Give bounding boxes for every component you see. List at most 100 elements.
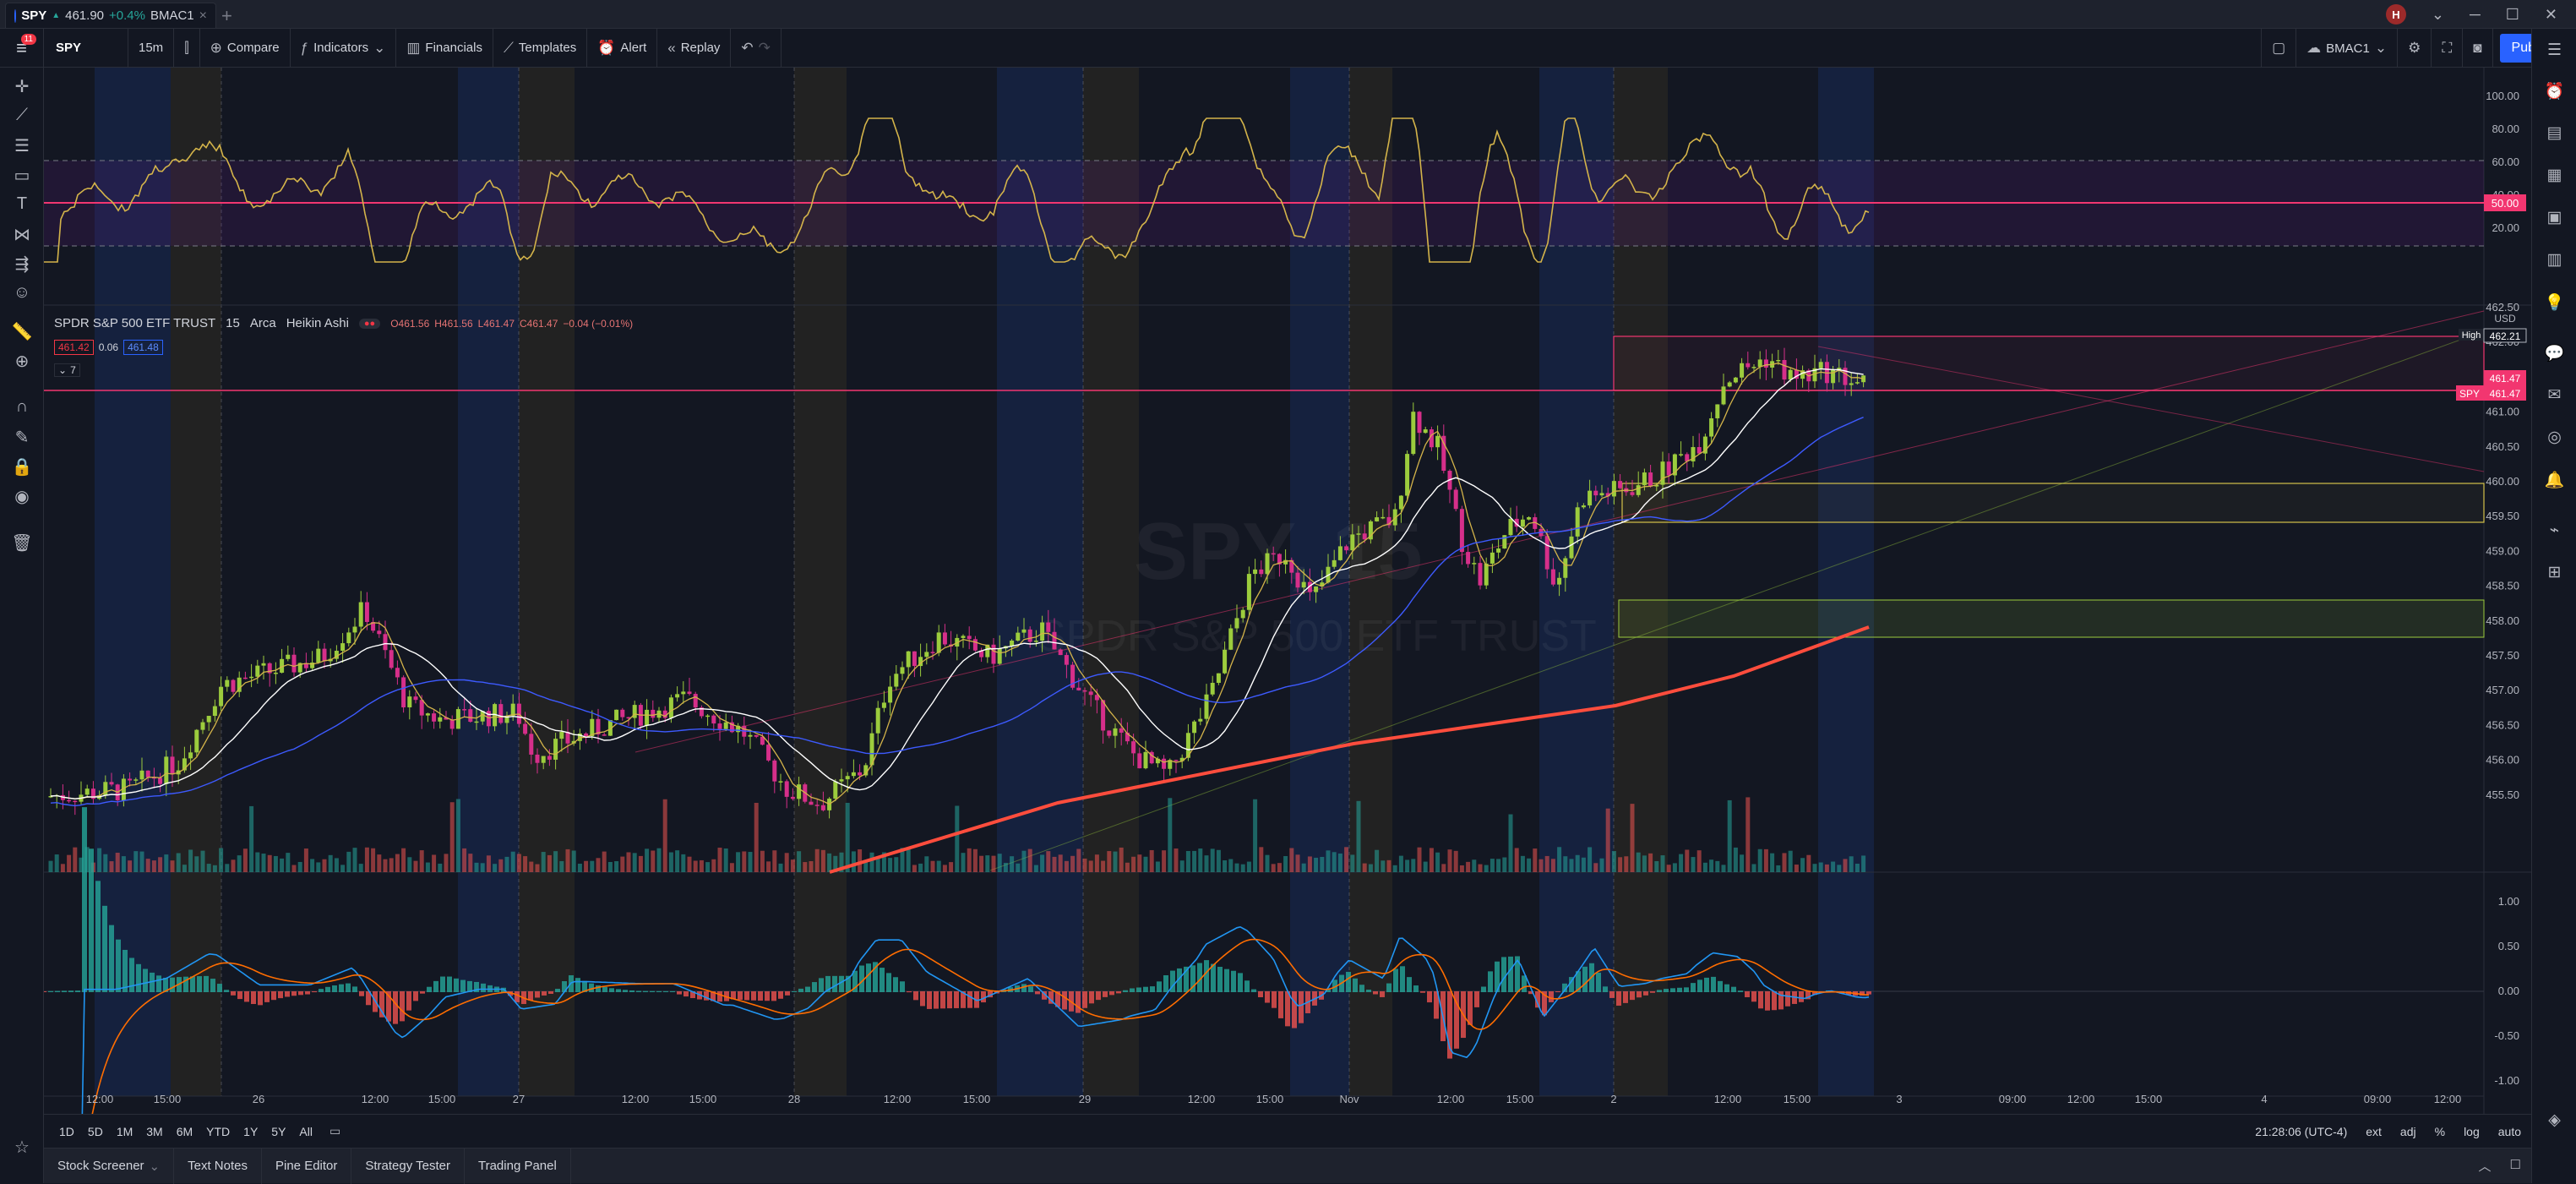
candle-body [200,722,205,730]
news-icon[interactable]: ▥ [2546,251,2562,269]
volume-bar [1295,854,1300,872]
tab-pine-editor[interactable]: Pine Editor [262,1148,352,1184]
text-icon[interactable]: T [16,194,28,213]
prediction-icon[interactable]: ⇶ [14,255,30,274]
macd-histogram-bar [690,991,695,999]
volume-bar [535,864,540,872]
percent-toggle[interactable]: % [2434,1124,2446,1138]
ext-toggle[interactable]: ext [2366,1124,2382,1138]
symbol-title[interactable]: SPDR S&P 500 ETF TRUST [54,316,216,330]
date-range-icon[interactable]: ▭ [329,1124,341,1138]
minimize-icon[interactable]: ─ [2470,5,2481,23]
auto-toggle[interactable]: auto [2497,1124,2521,1138]
maximize-panel-icon[interactable]: ☐ [2509,1158,2521,1172]
order-panel-icon[interactable]: ⌁ [2549,521,2560,539]
chevron-down-icon[interactable]: ⌄ [2431,5,2444,23]
range-6m[interactable]: 6M [176,1124,193,1138]
layout-select-button[interactable]: ▢ [2261,29,2297,68]
undo-redo[interactable]: ↶ ↷ [731,28,782,68]
indicators-toggle[interactable]: ⌄ 7 [54,363,80,377]
new-tab-button[interactable]: + [221,5,232,26]
lock-icon[interactable]: 🔒 [11,458,33,477]
rectangle-icon[interactable]: ▭ [14,166,30,185]
tab-trading-panel[interactable]: Trading Panel [465,1148,571,1184]
candle-body [845,776,850,780]
menu-button[interactable]: ≡ 11 [0,28,44,68]
emoji-icon[interactable]: ☺ [13,283,31,302]
trash-icon[interactable]: 🗑 [11,534,33,553]
close-window-icon[interactable]: ✕ [2544,5,2557,23]
adj-toggle[interactable]: adj [2399,1124,2416,1138]
sell-price[interactable]: 461.42 [54,340,94,355]
close-tab-icon[interactable]: × [199,8,207,23]
zoom-in-icon[interactable]: ⊕ [14,352,30,371]
magnet-icon[interactable]: ∩ [15,397,29,416]
compare-button[interactable]: ⊕ Compare [200,28,291,68]
browser-tab[interactable]: SPY ▲ 461.90 +0.4% BMAC1 × [5,3,216,28]
data-window-icon[interactable]: ▤ [2546,124,2562,142]
pattern-icon[interactable]: ⋈ [14,226,30,244]
ideas-icon[interactable]: 💡 [2544,294,2565,312]
macd-histogram-bar [1231,970,1236,992]
messages-icon[interactable]: ✉ [2547,386,2562,404]
maximize-icon[interactable]: ☐ [2505,5,2519,23]
notifications-icon[interactable]: 🔔 [2544,472,2565,489]
clock[interactable]: 21:28:06 (UTC-4) [2255,1124,2348,1138]
tab-text-notes[interactable]: Text Notes [174,1148,262,1184]
indicators-button[interactable]: ƒ Indicators ⌄ [291,28,397,68]
layout-name-button[interactable]: ☁ BMAC1 ⌄ [2296,29,2399,68]
range-5d[interactable]: 5D [87,1124,103,1138]
macd-histogram-bar [278,991,283,999]
eye-icon[interactable]: ◉ [14,488,30,506]
chart-area[interactable]: SPY, 15 SPDR S&P 500 ETF TRUST 462.50 462… [44,68,2531,1114]
range-5y[interactable]: 5Y [271,1124,286,1138]
volume-bar [1381,860,1386,872]
collapse-panel-icon[interactable]: ︿ [2478,1159,2492,1174]
templates-button[interactable]: ⟋ Templates [493,28,588,68]
volume-bar [1210,848,1215,872]
replay-button[interactable]: « Replay [657,28,732,68]
crosshair-icon[interactable]: ✛ [14,78,30,96]
ruler-icon[interactable]: 📏 [11,323,33,341]
macd-histogram-bar [1664,989,1669,992]
range-ytd[interactable]: YTD [206,1124,231,1138]
macd-histogram-bar [663,990,668,992]
symbol-search[interactable]: SPY [44,28,128,68]
settings-button[interactable]: ⚙ [2398,29,2432,68]
candle-body [1429,429,1434,448]
stay-in-drawing-icon[interactable]: ✎ [14,428,30,447]
undo-icon[interactable]: ↶ [741,39,754,56]
snapshot-button[interactable]: ◙ [2463,29,2493,68]
range-1m[interactable]: 1M [116,1124,133,1138]
dom-icon[interactable]: ⊞ [2547,564,2562,581]
streams-icon[interactable]: ◎ [2547,428,2562,446]
alert-button[interactable]: ⏰ Alert [587,28,658,68]
range-1d[interactable]: 1D [59,1124,74,1138]
macd-histogram-bar [1643,991,1648,996]
fullscreen-button[interactable]: ⛶ [2432,29,2464,68]
watchlist-icon[interactable]: ☰ [2546,41,2562,59]
range-1y[interactable]: 1Y [243,1124,259,1138]
redo-icon[interactable]: ↷ [758,39,771,56]
star-icon[interactable]: ☆ [14,1138,30,1157]
macd-histogram-bar [251,991,256,1005]
hotlist-icon[interactable]: ▦ [2546,166,2562,184]
calendar-icon[interactable]: ▣ [2546,209,2562,226]
avatar[interactable]: H [2385,4,2406,25]
chat-icon[interactable]: 💬 [2544,345,2565,363]
fib-icon[interactable]: ☰ [14,137,30,156]
tab-stock-screener[interactable]: Stock Screener ⌄ [44,1148,175,1184]
buy-price[interactable]: 461.48 [123,340,163,355]
candle-body [1696,447,1702,454]
trend-line-icon[interactable]: ⟋ [16,106,28,124]
tab-strategy-tester[interactable]: Strategy Tester [351,1148,465,1184]
alerts-icon[interactable]: ⏰ [2544,83,2565,101]
layers-icon[interactable]: ◈ [2548,1111,2561,1129]
log-toggle[interactable]: log [2464,1124,2480,1138]
range-all[interactable]: All [299,1124,313,1138]
candle-body [1740,363,1745,378]
interval-button[interactable]: 15m [128,28,175,68]
range-3m[interactable]: 3M [146,1124,163,1138]
financials-button[interactable]: ▥ Financials [396,28,493,68]
chart-type-button[interactable]: ⫿ [174,28,200,68]
